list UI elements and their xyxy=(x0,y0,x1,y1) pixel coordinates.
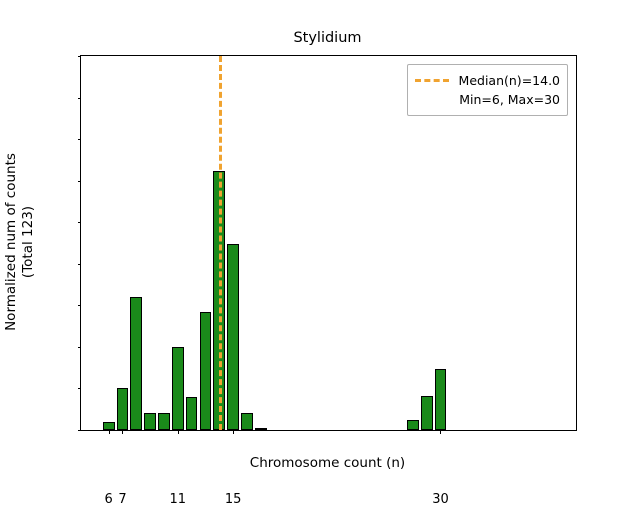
bar xyxy=(227,243,239,430)
legend-item-median-label: Median(n)=14.0 xyxy=(458,73,560,88)
bar xyxy=(144,413,156,430)
dashed-line-icon xyxy=(414,79,449,82)
x-tick-label: 30 xyxy=(432,492,449,507)
y-tick-mark xyxy=(77,222,81,224)
legend: Median(n)=14.0 Min=6, Max=30 xyxy=(406,64,568,116)
y-axis-label: Normalized num of counts (Total 123) xyxy=(0,55,40,429)
bar xyxy=(406,420,419,430)
chart-title: Stylidium xyxy=(293,30,362,46)
legend-item-minmax: Min=6, Max=30 xyxy=(415,90,560,109)
x-axis-label: Chromosome count (n) xyxy=(249,455,406,471)
x-tick-mark xyxy=(177,430,179,434)
bar xyxy=(199,311,212,430)
bar xyxy=(185,396,198,430)
chart-figure: Stylidium Normalized num of counts (Tota… xyxy=(0,30,577,507)
bar xyxy=(171,346,184,430)
y-tick-mark xyxy=(77,97,81,99)
legend-item-median: Median(n)=14.0 xyxy=(414,71,560,90)
blank-swatch-icon xyxy=(415,98,449,101)
x-tick-label: 11 xyxy=(169,492,187,507)
bar xyxy=(130,297,143,430)
y-axis-label-line2: (Total 123) xyxy=(20,205,36,279)
bar xyxy=(241,413,253,430)
bar xyxy=(116,388,129,430)
bar xyxy=(434,369,447,430)
x-tick-mark xyxy=(440,430,442,434)
y-tick-mark xyxy=(77,430,81,431)
y-tick-mark xyxy=(77,346,81,348)
y-axis-label-line1: Normalized num of counts xyxy=(3,153,19,331)
y-tick-mark xyxy=(77,305,81,307)
y-tick-mark xyxy=(77,139,81,141)
x-tick-mark xyxy=(233,430,235,434)
y-tick-mark xyxy=(77,263,81,265)
x-tick-mark xyxy=(108,430,110,434)
x-tick-label: 15 xyxy=(224,492,242,507)
x-tick-mark xyxy=(122,430,124,434)
x-tick-label: 7 xyxy=(118,492,127,507)
bar xyxy=(420,395,433,430)
bar xyxy=(102,421,115,430)
legend-item-minmax-label: Min=6, Max=30 xyxy=(459,92,560,107)
y-tick-mark xyxy=(77,56,81,57)
bar xyxy=(254,428,267,430)
bar xyxy=(158,413,170,430)
y-tick-mark xyxy=(77,180,81,182)
y-tick-mark xyxy=(77,388,81,390)
median-line xyxy=(219,56,223,430)
